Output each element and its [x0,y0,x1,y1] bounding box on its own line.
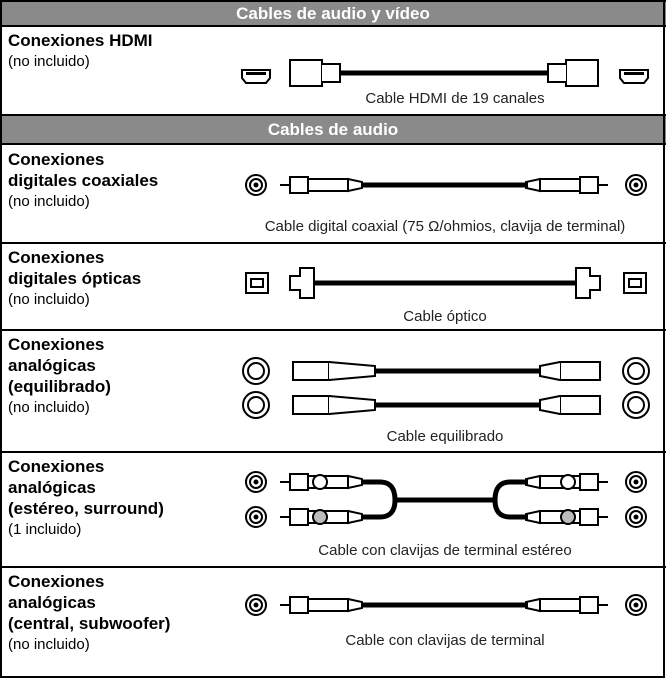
drawing [575,267,601,299]
row-label: Conexiones HDMI (no incluido) [8,30,153,72]
label-line: Conexiones [8,457,105,476]
drawing [539,598,581,612]
row-divider [0,566,666,568]
cable-caption: Cable digital coaxial (75 Ω/ohmios, clav… [264,218,626,235]
label-line: (central, subwoofer) [8,614,171,633]
row-label: Conexiones digitales coaxiales (no incluid… [8,149,158,212]
section-header: Cables de audio [0,114,666,145]
row-note: (no incluido) [8,399,90,416]
cable-caption: Cable equilibrado [386,428,504,445]
drawing [307,178,349,192]
cable-caption: Cable óptico [403,308,487,325]
row-note: (1 incluido) [8,521,82,538]
drawing [559,361,601,381]
drawing [492,479,528,520]
drawing [253,514,259,520]
label-line: (equilibrado) [8,377,111,396]
drawing [559,395,601,415]
drawing [289,267,315,299]
drawing [328,395,376,415]
drawing [289,176,309,194]
row-label: Conexiones analógicas (estéreo, surround) (… [8,456,164,540]
row-note: (no incluido) [8,53,90,70]
drawing [289,508,309,526]
label-line: Conexiones HDMI [8,31,153,50]
drawing [525,177,541,193]
drawing [289,59,323,87]
row-label: Conexiones analógicas (central, subwoofer)… [8,571,170,655]
drawing [250,278,264,288]
drawing [292,395,330,415]
drawing [579,596,599,614]
drawing [312,509,328,525]
drawing [328,361,376,381]
drawing [525,597,541,613]
label-line: Conexiones [8,572,105,591]
drawing [253,182,259,188]
cable-caption: Cable con clavijas de terminal estéreo [318,542,572,559]
cable-caption: Cable con clavijas de terminal [345,632,545,649]
drawing [247,396,265,414]
drawing [246,72,266,75]
drawing [312,474,328,490]
drawing [579,473,599,491]
drawing [307,598,349,612]
drawing [628,278,642,288]
drawing [547,63,566,83]
drawing [627,396,645,414]
drawing [633,182,639,188]
drawing [347,597,363,613]
row-label: Conexiones analógicas (equilibrado) (no inc… [8,334,111,418]
drawing [253,479,259,485]
drawing [292,361,330,381]
drawing [347,509,363,525]
drawing [241,69,271,84]
drawing [347,474,363,490]
label-line: (estéreo, surround) [8,499,164,518]
drawing [627,362,645,380]
label-line: analógicas [8,593,96,612]
drawing [525,474,541,490]
label-line: Conexiones [8,150,105,169]
drawing [539,178,581,192]
drawing [539,361,561,381]
row-note: (no incluido) [8,193,90,210]
label-line: digitales ópticas [8,269,142,288]
row-divider [0,329,666,331]
label-line: analógicas [8,356,96,375]
label-line: digitales coaxiales [8,171,159,190]
row-divider [0,451,666,453]
row-note: (no incluido) [8,636,90,653]
drawing [347,177,363,193]
drawing [560,509,576,525]
drawing [579,508,599,526]
label-line: analógicas [8,478,96,497]
drawing [525,509,541,525]
drawing [624,72,644,75]
row-label: Conexiones digitales ópticas (no incluido) [8,247,141,310]
drawing [633,602,639,608]
drawing [247,362,265,380]
drawing [579,176,599,194]
row-note: (no incluido) [8,291,90,308]
drawing [619,69,649,84]
label-line: Conexiones [8,248,105,267]
cable-caption: Cable HDMI de 19 canales [365,90,545,107]
drawing [362,479,398,520]
drawing [322,63,341,83]
drawing [565,59,599,87]
row-divider [0,242,666,244]
drawing [253,602,259,608]
drawing [539,395,561,415]
drawing [560,474,576,490]
drawing [289,473,309,491]
drawing [633,514,639,520]
drawing [289,596,309,614]
drawing [633,479,639,485]
label-line: Conexiones [8,335,105,354]
